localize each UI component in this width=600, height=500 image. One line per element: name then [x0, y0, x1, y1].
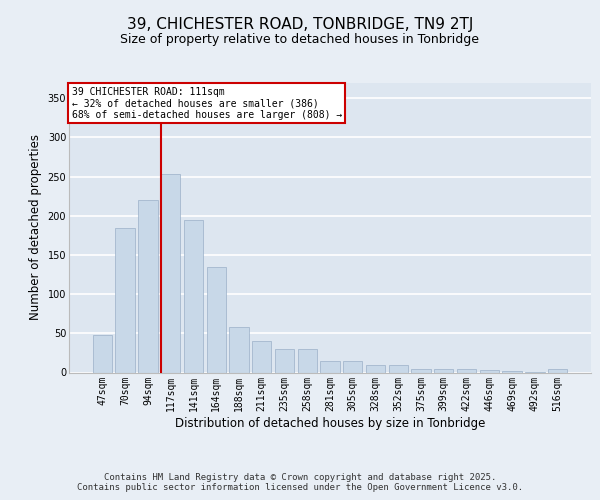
Bar	[184, 220, 203, 372]
Bar	[343, 360, 362, 372]
Bar	[206, 266, 226, 372]
Bar	[548, 368, 567, 372]
Text: Size of property relative to detached houses in Tonbridge: Size of property relative to detached ho…	[121, 32, 479, 46]
Bar	[434, 368, 454, 372]
Text: Contains HM Land Registry data © Crown copyright and database right 2025.
Contai: Contains HM Land Registry data © Crown c…	[77, 472, 523, 492]
Text: 39 CHICHESTER ROAD: 111sqm
← 32% of detached houses are smaller (386)
68% of sem: 39 CHICHESTER ROAD: 111sqm ← 32% of deta…	[71, 87, 342, 120]
Bar	[320, 360, 340, 372]
Bar	[479, 370, 499, 372]
Bar	[161, 174, 181, 372]
Bar	[412, 370, 431, 372]
Bar	[229, 327, 248, 372]
Bar	[275, 349, 294, 372]
Bar	[138, 200, 158, 372]
Y-axis label: Number of detached properties: Number of detached properties	[29, 134, 42, 320]
Text: 39, CHICHESTER ROAD, TONBRIDGE, TN9 2TJ: 39, CHICHESTER ROAD, TONBRIDGE, TN9 2TJ	[127, 18, 473, 32]
Bar	[389, 366, 408, 372]
Bar	[502, 371, 522, 372]
X-axis label: Distribution of detached houses by size in Tonbridge: Distribution of detached houses by size …	[175, 418, 485, 430]
Bar	[298, 349, 317, 372]
Bar	[115, 228, 135, 372]
Bar	[457, 370, 476, 372]
Bar	[93, 335, 112, 372]
Bar	[366, 366, 385, 372]
Bar	[252, 341, 271, 372]
